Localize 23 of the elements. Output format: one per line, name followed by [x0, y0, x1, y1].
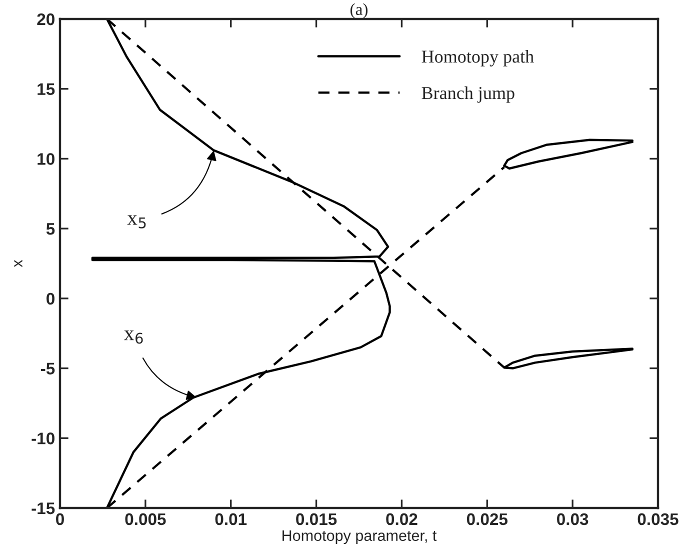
y-tick-label: -15	[32, 502, 55, 514]
y-tick-label: -10	[32, 432, 54, 444]
x-tick-label: 0.005	[125, 513, 166, 526]
y-tick-label: 0	[46, 292, 54, 305]
x-tick-label: 0.01	[215, 513, 247, 526]
x-tick-label: 0.02	[386, 513, 418, 526]
chart-title: (a)	[350, 3, 368, 18]
x-tick-label: 0	[56, 513, 64, 526]
legend-label: Homotopy path	[422, 50, 534, 66]
legend-label: Branch jump	[422, 86, 514, 103]
y-tick-label: 10	[38, 153, 54, 165]
x-tick-label: 0.035	[638, 513, 678, 526]
x-tick-label: 0.025	[466, 513, 508, 526]
annotation: x$_{6}$	[124, 330, 143, 344]
annotation: x$_{5}$	[127, 215, 146, 228]
y-tick-label: 5	[46, 223, 55, 235]
x-axis-title: Homotopy parameter, t	[282, 530, 437, 544]
y-tick-label: 20	[37, 13, 54, 26]
y-tick-label: -5	[40, 362, 55, 374]
x-tick-label: 0.03	[557, 513, 588, 526]
y-axis-title: x	[14, 260, 22, 268]
x-tick-label: 0.015	[296, 513, 337, 526]
y-tick-label: 15	[38, 83, 55, 96]
